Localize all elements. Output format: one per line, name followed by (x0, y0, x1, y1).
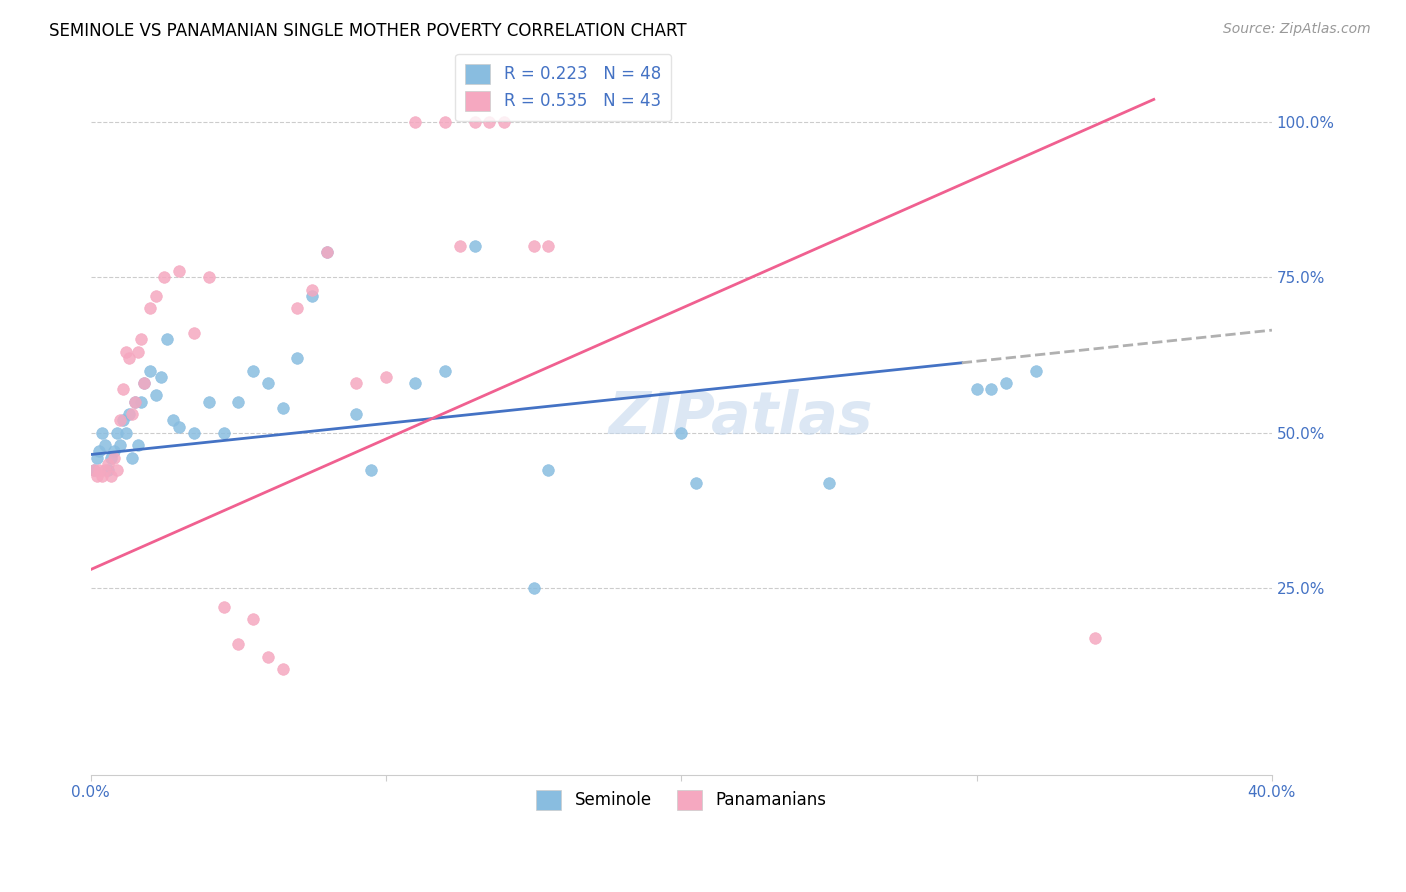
Point (115, 425, 138, 440)
Point (89, 463, 111, 477)
Point (183, 326, 205, 341)
Point (301, 283, 323, 297)
Point (995, 376, 1018, 390)
Point (145, 388, 167, 402)
Point (86, 450, 108, 465)
Text: ZIPatlas: ZIPatlas (607, 389, 873, 446)
Point (242, 612, 264, 626)
Point (145, 289, 167, 303)
Point (256, 649, 278, 664)
Point (150, 369, 173, 384)
Point (121, 407, 143, 421)
Point (494, 115, 516, 129)
Point (97, 463, 120, 477)
Point (183, 425, 205, 440)
Point (97, 457, 120, 471)
Text: Source: ZipAtlas.com: Source: ZipAtlas.com (1223, 22, 1371, 37)
Point (271, 662, 294, 676)
Point (360, 463, 382, 477)
Point (271, 401, 294, 415)
Point (132, 376, 155, 390)
Point (127, 345, 149, 359)
Point (315, 245, 337, 260)
Point (197, 394, 219, 409)
Point (132, 376, 155, 390)
Point (127, 438, 149, 452)
Point (138, 301, 160, 316)
Point (980, 382, 1002, 396)
Point (129, 333, 152, 347)
Point (434, 115, 457, 129)
Point (285, 301, 308, 316)
Point (115, 345, 138, 359)
Text: SEMINOLE VS PANAMANIAN SINGLE MOTHER POVERTY CORRELATION CHART: SEMINOLE VS PANAMANIAN SINGLE MOTHER POV… (49, 22, 688, 40)
Point (124, 394, 146, 409)
Point (404, 115, 426, 129)
Point (112, 382, 135, 396)
Point (301, 289, 323, 303)
Point (212, 599, 235, 614)
Point (100, 450, 122, 465)
Point (212, 425, 235, 440)
Point (167, 419, 190, 434)
Point (108, 438, 131, 452)
Point (124, 394, 146, 409)
Point (256, 376, 278, 390)
Point (105, 463, 128, 477)
Point (86, 469, 108, 483)
Point (537, 239, 560, 253)
Point (285, 351, 308, 365)
Point (112, 413, 135, 427)
Point (818, 475, 841, 490)
Point (118, 407, 141, 421)
Point (671, 425, 693, 440)
Point (91, 425, 114, 440)
Point (434, 363, 457, 377)
Point (89, 444, 111, 458)
Point (83, 463, 105, 477)
Point (523, 239, 546, 253)
Point (138, 363, 160, 377)
Point (121, 450, 143, 465)
Point (685, 475, 707, 490)
Point (94, 438, 117, 452)
Point (315, 245, 337, 260)
Point (344, 376, 367, 390)
Point (1025, 363, 1047, 377)
Point (404, 376, 426, 390)
Point (103, 444, 125, 458)
Point (167, 264, 190, 278)
Point (91, 469, 114, 483)
Point (464, 115, 486, 129)
Point (103, 450, 125, 465)
Legend: Seminole, Panamanians: Seminole, Panamanians (530, 783, 832, 816)
Point (108, 413, 131, 427)
Point (464, 239, 486, 253)
Point (344, 407, 367, 421)
Point (94, 463, 117, 477)
Point (156, 333, 179, 347)
Point (129, 394, 152, 409)
Point (105, 425, 128, 440)
Point (242, 363, 264, 377)
Point (118, 351, 141, 365)
Point (523, 581, 546, 595)
Point (966, 382, 988, 396)
Point (226, 394, 249, 409)
Point (478, 115, 501, 129)
Point (226, 637, 249, 651)
Point (449, 239, 471, 253)
Point (100, 469, 122, 483)
Point (537, 463, 560, 477)
Point (1084, 631, 1107, 645)
Point (197, 270, 219, 285)
Point (162, 413, 184, 427)
Point (83, 463, 105, 477)
Point (374, 369, 396, 384)
Point (153, 270, 176, 285)
